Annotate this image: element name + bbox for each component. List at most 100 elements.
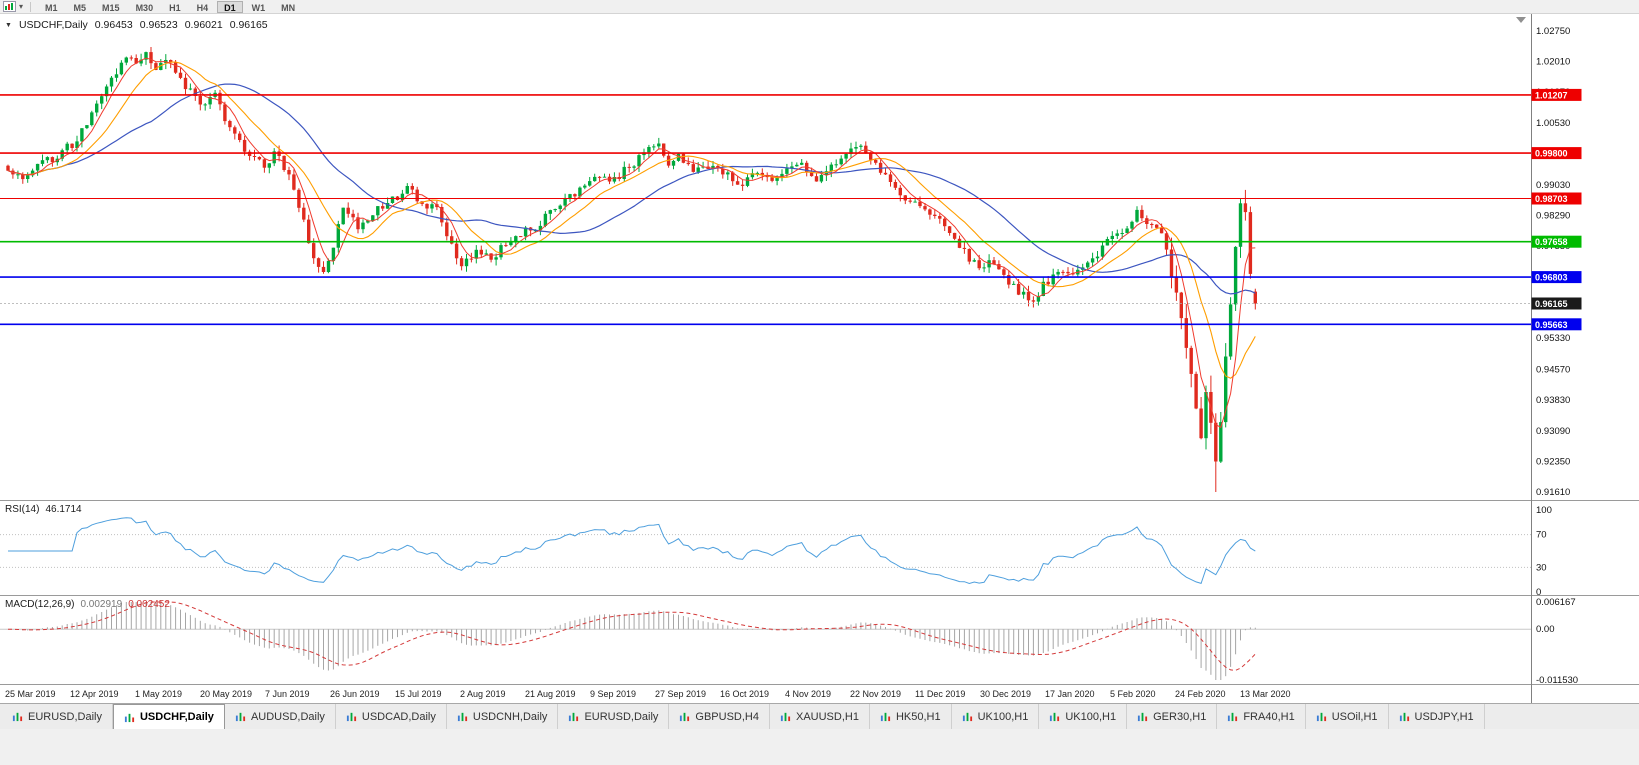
tab-fra40-h1[interactable]: FRA40,H1 bbox=[1217, 704, 1306, 729]
date-label[interactable]: 12 Apr 2019 bbox=[70, 689, 119, 699]
timeframe-button-mn[interactable]: MN bbox=[281, 2, 296, 13]
tab-usdcad-daily[interactable]: USDCAD,Daily bbox=[335, 704, 447, 729]
candle bbox=[114, 68, 119, 82]
date-label[interactable]: 9 Sep 2019 bbox=[590, 689, 636, 699]
tab-usdjpy-h1[interactable]: USDJPY,H1 bbox=[1388, 704, 1485, 729]
candle bbox=[553, 208, 557, 212]
chart-canvas[interactable]: 1.027501.020101.012701.005300.990300.982… bbox=[0, 14, 1639, 703]
candle bbox=[203, 103, 207, 111]
candle bbox=[307, 214, 311, 244]
candle bbox=[405, 183, 409, 195]
chart-shift-marker[interactable] bbox=[1516, 17, 1526, 23]
timeframe-button-h1[interactable]: H1 bbox=[169, 2, 181, 13]
chart-background bbox=[0, 14, 1639, 703]
timeframe-button-d1[interactable]: D1 bbox=[217, 0, 243, 13]
price-level-badge: 1.01207 bbox=[1531, 88, 1582, 101]
candle bbox=[16, 170, 20, 179]
timeframe-button-m5[interactable]: M5 bbox=[73, 2, 87, 13]
macd-axis-label: -0.011530 bbox=[1536, 675, 1578, 686]
candle bbox=[1204, 385, 1208, 450]
candle bbox=[583, 183, 587, 190]
timeframe-button-m30[interactable]: M30 bbox=[135, 2, 154, 13]
svg-text:0.97658: 0.97658 bbox=[1535, 237, 1568, 247]
tab-usdcnh-daily[interactable]: USDCNH,Daily bbox=[446, 704, 559, 729]
candle bbox=[282, 155, 286, 172]
candle bbox=[1179, 291, 1183, 330]
timeframe-button-m1[interactable]: M1 bbox=[45, 2, 58, 13]
tab-uk100-h1[interactable]: UK100,H1 bbox=[951, 704, 1040, 729]
date-label[interactable]: 21 Aug 2019 bbox=[525, 689, 576, 699]
candle bbox=[198, 90, 202, 111]
date-label[interactable]: 17 Jan 2020 bbox=[1045, 689, 1095, 699]
tab-ger30-h1[interactable]: GER30,H1 bbox=[1127, 704, 1218, 729]
date-label[interactable]: 26 Jun 2019 bbox=[330, 689, 380, 699]
candle bbox=[129, 55, 133, 61]
tab-audusd-daily[interactable]: AUDUSD,Daily bbox=[224, 704, 336, 729]
candle bbox=[134, 54, 138, 65]
timeframe-button-m15[interactable]: M15 bbox=[102, 2, 120, 13]
candle bbox=[1135, 206, 1139, 223]
candle bbox=[1012, 281, 1016, 285]
tab-xauusd-h1[interactable]: XAUUSD,H1 bbox=[769, 704, 870, 729]
date-label[interactable]: 22 Nov 2019 bbox=[850, 689, 901, 699]
candle bbox=[854, 141, 858, 155]
ma-line-medium bbox=[7, 61, 1256, 379]
candle bbox=[691, 159, 695, 173]
chart-tab-icon bbox=[457, 712, 467, 722]
symbol-dropdown-icon[interactable]: ▼ bbox=[5, 21, 12, 29]
date-label[interactable]: 13 Mar 2020 bbox=[1240, 689, 1291, 699]
tab-eurusd-daily[interactable]: EURUSD,Daily bbox=[558, 704, 670, 729]
date-label[interactable]: 11 Dec 2019 bbox=[915, 689, 965, 699]
price-tick-label: 1.02750 bbox=[1536, 26, 1570, 37]
date-label[interactable]: 25 Mar 2019 bbox=[5, 689, 56, 699]
chart-region: 1.027501.020101.012701.005300.990300.982… bbox=[0, 14, 1639, 703]
candle bbox=[1051, 268, 1055, 289]
date-label[interactable]: 7 Jun 2019 bbox=[265, 689, 310, 699]
chart-tab-icon bbox=[235, 712, 246, 722]
svg-text:0.95663: 0.95663 bbox=[1535, 320, 1568, 330]
price-tick-label: 0.98290 bbox=[1536, 211, 1570, 222]
date-label[interactable]: 20 May 2019 bbox=[200, 689, 252, 699]
tab-hk50-h1[interactable]: HK50,H1 bbox=[869, 704, 952, 729]
date-label[interactable]: 24 Feb 2020 bbox=[1175, 689, 1226, 699]
chart-window-icon[interactable] bbox=[3, 1, 16, 13]
tab-usdchf-daily[interactable]: USDCHF,Daily bbox=[112, 704, 225, 729]
candle bbox=[874, 158, 878, 165]
timeframe-button-w1[interactable]: W1 bbox=[251, 2, 266, 13]
candle bbox=[543, 211, 548, 228]
chart-tab-icon bbox=[346, 712, 356, 722]
price-level-badge: 0.96165 bbox=[1531, 297, 1582, 310]
date-label[interactable]: 2 Aug 2019 bbox=[460, 689, 506, 699]
candle bbox=[30, 168, 35, 178]
tab-label: USDCNH,Daily bbox=[472, 710, 548, 723]
rsi-axis-label: 30 bbox=[1536, 562, 1547, 573]
candle bbox=[6, 164, 10, 171]
ma-line-fast bbox=[7, 57, 1256, 429]
tab-usoil-h1[interactable]: USOil,H1 bbox=[1305, 704, 1389, 729]
timeframe-button-h4[interactable]: H4 bbox=[196, 2, 209, 13]
tab-eurusd-daily[interactable]: EURUSD,Daily bbox=[2, 704, 113, 729]
date-label[interactable]: 1 May 2019 bbox=[135, 689, 182, 699]
date-label[interactable]: 5 Feb 2020 bbox=[1110, 689, 1156, 699]
candle bbox=[272, 148, 276, 167]
date-label[interactable]: 16 Oct 2019 bbox=[720, 689, 769, 699]
date-label[interactable]: 4 Nov 2019 bbox=[785, 689, 831, 699]
date-label[interactable]: 15 Jul 2019 bbox=[395, 689, 442, 699]
candle bbox=[440, 203, 444, 227]
tab-label: USDCHF,Daily bbox=[139, 711, 214, 723]
candle bbox=[326, 258, 331, 274]
rsi-axis-label: 0 bbox=[1536, 587, 1541, 598]
tab-uk100-h1[interactable]: UK100,H1 bbox=[1039, 704, 1128, 729]
date-label[interactable]: 30 Dec 2019 bbox=[980, 689, 1031, 699]
tab-gbpusd-h4[interactable]: GBPUSD,H4 bbox=[669, 704, 770, 729]
candle bbox=[647, 144, 651, 159]
candle bbox=[913, 199, 917, 203]
candle bbox=[588, 177, 592, 187]
candle bbox=[292, 169, 296, 191]
candle bbox=[622, 161, 626, 182]
date-label[interactable]: 27 Sep 2019 bbox=[655, 689, 706, 699]
candle bbox=[1214, 413, 1218, 492]
price-level-badge: 0.97658 bbox=[1531, 235, 1582, 248]
chart-dropdown-icon[interactable]: ▾ bbox=[19, 1, 24, 11]
candle bbox=[223, 101, 227, 125]
